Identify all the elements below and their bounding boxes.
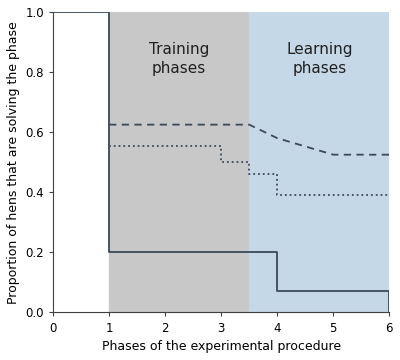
Bar (109, 12, 249, 312)
Bar (249, 12, 389, 312)
X-axis label: Phases of the experimental procedure: Phases of the experimental procedure (102, 340, 341, 353)
Y-axis label: Proportion of hens that are solving the phase: Proportion of hens that are solving the … (7, 21, 20, 303)
Text: Training
phases: Training phases (149, 42, 209, 76)
Text: Learning
phases: Learning phases (286, 42, 352, 76)
